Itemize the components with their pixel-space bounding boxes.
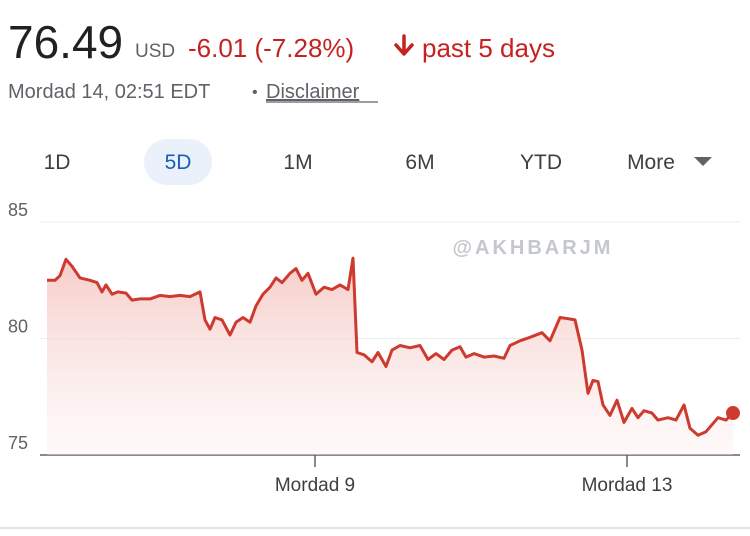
more-caret[interactable] <box>694 157 712 166</box>
down-arrow <box>394 34 414 56</box>
separator: • <box>252 84 258 101</box>
tab-selected-bg <box>144 139 212 185</box>
last-point <box>726 406 740 421</box>
price-line <box>47 256 735 437</box>
watermark: @AKHBARJM <box>453 237 614 259</box>
y-tick-label: 85 <box>8 200 28 220</box>
timestamp: Mordad 14, 02:51 EDT <box>8 81 210 103</box>
y-tick-label: 75 <box>8 433 28 453</box>
tab[interactable]: 1D <box>44 151 71 174</box>
tab[interactable]: YTD <box>520 151 562 174</box>
chart: 75 80 85 Mordad 9 Mordad 13 <box>8 200 740 496</box>
tab[interactable]: More <box>627 151 675 174</box>
x-tick-label: Mordad 13 <box>582 475 673 496</box>
tab[interactable]: 6M <box>405 151 434 174</box>
tab[interactable]: 5D <box>165 151 192 174</box>
tab[interactable]: 1M <box>283 151 312 174</box>
currency: USD <box>135 41 175 62</box>
change: -6.01 (-7.28%) <box>188 33 354 63</box>
tab-bar: 1D 5D 1M 6M YTD More <box>44 139 675 185</box>
period: past 5 days <box>422 33 555 63</box>
disclaimer-link[interactable]: Disclaimer <box>266 81 360 103</box>
y-tick-label: 80 <box>8 317 28 337</box>
x-tick-label: Mordad 9 <box>275 475 355 496</box>
price: 76.49 <box>8 16 123 68</box>
